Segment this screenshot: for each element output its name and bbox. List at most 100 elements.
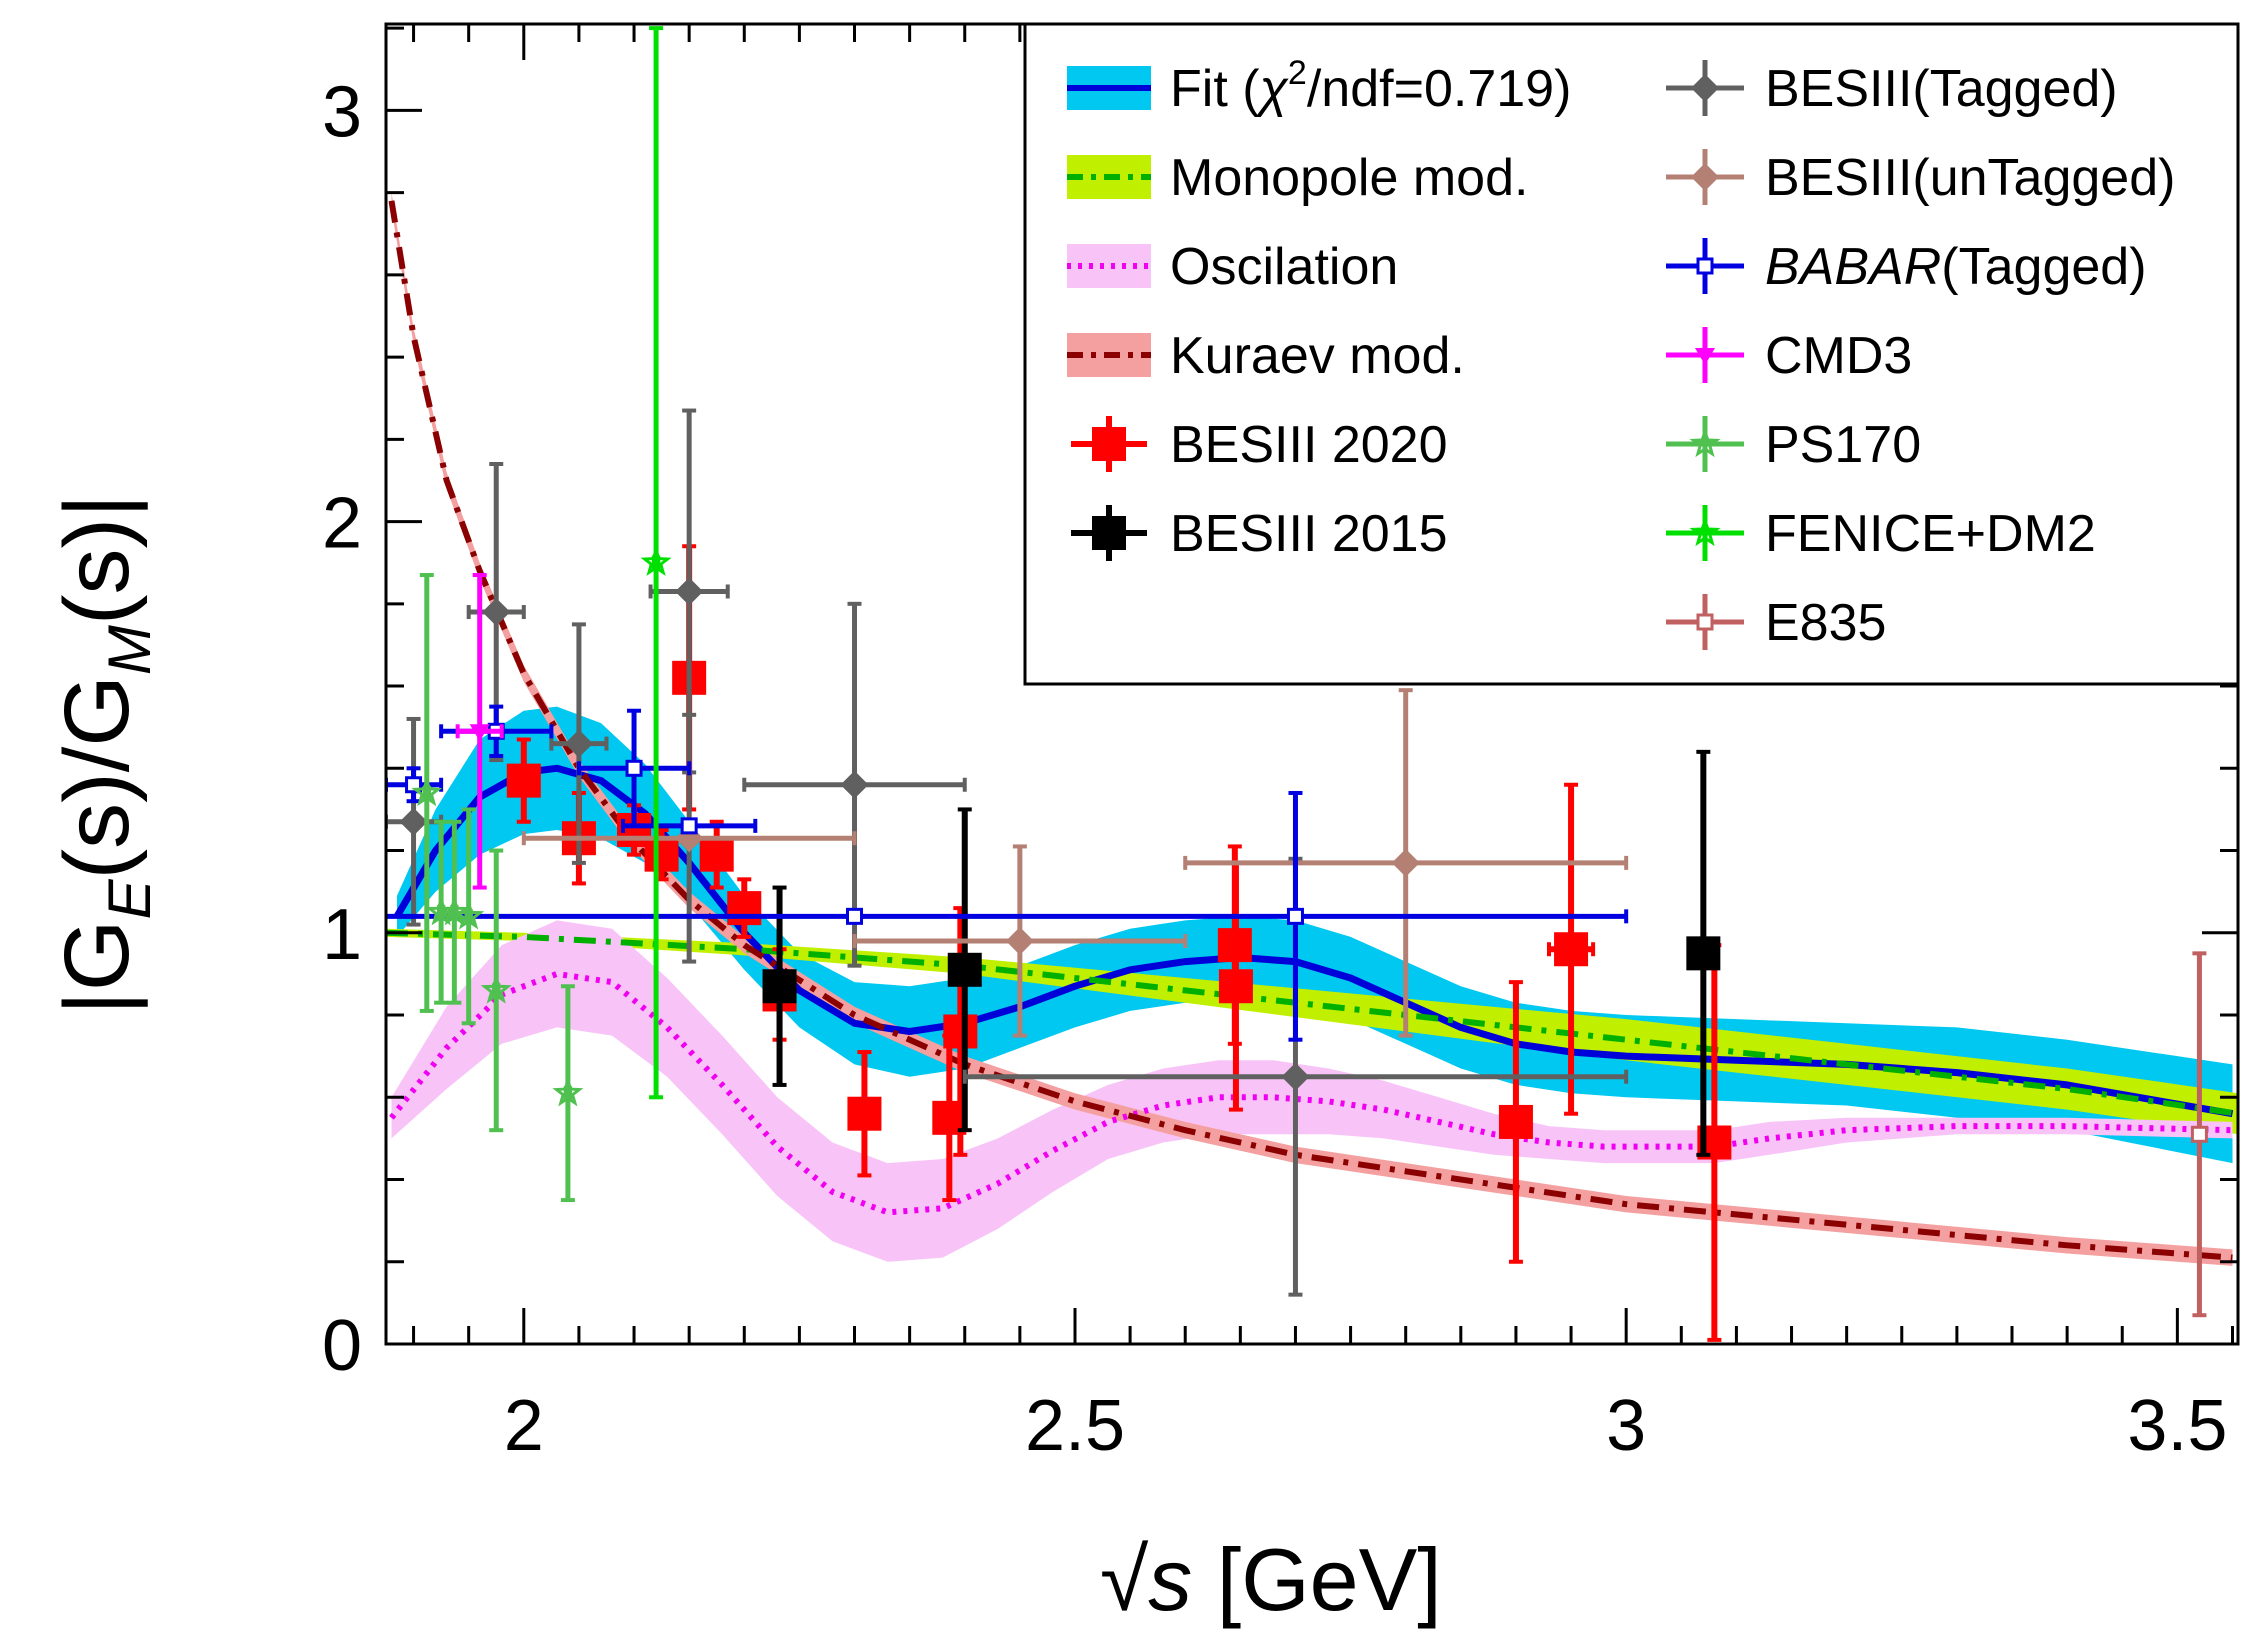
ps170-point-5	[552, 984, 584, 1203]
besiii-untagged-marker-2	[1391, 848, 1420, 877]
ps170-marker-3	[453, 899, 485, 930]
besiii-2020-point-12	[1218, 860, 1253, 1112]
legend-label: Kuraev mod.	[1170, 327, 1465, 385]
besiii-tagged-marker-5	[840, 770, 869, 799]
x-axis-unit: [GeV]	[1192, 1530, 1441, 1629]
legend-label-part: Fit (	[1170, 60, 1260, 118]
legend-label: FENICE+DM2	[1765, 505, 2096, 563]
x-tick-label: 3.5	[2127, 1386, 2227, 1466]
besiii-untagged-marker-1	[1005, 927, 1034, 956]
legend-label: Fit (χ2/ndf=0.719)	[1170, 54, 1571, 118]
babar-tagged-marker-4	[846, 907, 864, 925]
babar-tagged-marker-5	[1286, 907, 1304, 925]
legend-swatch-marker	[1689, 427, 1721, 458]
legend-entry-fit: Fit (χ2/ndf=0.719)	[1067, 54, 1571, 118]
legend-entry-cmd3: CMD3	[1666, 327, 1912, 385]
besiii-2015-marker-2	[1686, 936, 1721, 971]
model-bands	[386, 192, 2238, 1266]
legend-label-italic: BABAR	[1765, 238, 1941, 296]
legend-entry-ps170: PS170	[1666, 416, 1921, 474]
legend-label-suffix: (Tagged)	[1941, 238, 2146, 296]
y-axis-title: |GE(s)/GM(s)|	[46, 494, 163, 1015]
besiii-2020-marker-8	[847, 1096, 882, 1131]
legend-label: BESIII 2020	[1170, 416, 1448, 474]
ps170-point-2	[438, 819, 470, 1005]
besiii-2020-marker-5	[699, 837, 734, 872]
legend-entry-kuraev-mod: Kuraev mod.	[1067, 327, 1465, 385]
legend-swatch-marker	[1695, 348, 1715, 365]
legend-entry-babar-tagged: BABAR(Tagged)	[1666, 238, 2147, 296]
legend-label-rest: /ndf=0.719)	[1307, 60, 1572, 118]
y-axis-close: (s)|	[46, 494, 148, 625]
besiii-2020-point-13	[1498, 980, 1533, 1264]
besiii-tagged-marker-2	[564, 729, 593, 758]
legend-label: BABAR(Tagged)	[1765, 238, 2147, 296]
besiii-untagged-point-2	[1183, 688, 1629, 1038]
legend-entry-fenice-dm2: FENICE+DM2	[1666, 505, 2096, 563]
x-axis-var: s	[1148, 1530, 1192, 1629]
y-axis-mid: (s)/G	[46, 675, 148, 879]
legend-label: Monopole mod.	[1170, 149, 1528, 207]
y-tick-label: 0	[322, 1306, 362, 1386]
legend-label-chi: χ	[1256, 60, 1290, 118]
babar-tagged-point-4	[386, 907, 1629, 925]
cmd3-marker-0	[469, 724, 490, 742]
legend-swatch-marker	[1092, 427, 1126, 461]
ps170-point-0	[411, 573, 443, 1013]
legend-swatch-marker	[1696, 613, 1714, 631]
besiii-2015-marker-1	[947, 952, 982, 987]
legend-swatch-marker	[1092, 516, 1126, 550]
besiii-2015-marker-0	[762, 969, 797, 1004]
legend-swatch-marker	[1696, 257, 1714, 275]
y-axis-open: |G	[46, 920, 148, 1015]
legend-label: CMD3	[1765, 327, 1912, 385]
babar-tagged-point-5	[1286, 790, 1304, 1042]
legend-entry-besiii-2015: BESIII 2015	[1071, 505, 1448, 563]
besiii-tagged-marker-6	[1281, 1062, 1310, 1091]
x-tick-label: 3	[1606, 1386, 1646, 1466]
ps170-marker-0	[411, 776, 443, 807]
e835-point-0	[2190, 951, 2208, 1318]
cmd3-point-0	[455, 573, 504, 890]
besiii-tagged-point-5	[742, 601, 967, 968]
x-tick-label: 2.5	[1025, 1386, 1125, 1466]
besiii-2020-point-6	[727, 877, 762, 939]
y-tick-label: 1	[322, 895, 362, 975]
besiii-2020-marker-12	[1218, 969, 1253, 1004]
legend-label: BESIII(unTagged)	[1765, 149, 2175, 207]
ps170-point-3	[453, 807, 485, 1026]
besiii-2020-point-14	[1547, 782, 1596, 1116]
y-tick-label: 3	[322, 72, 362, 152]
legend-entry-besiii-tagged: BESIII(Tagged)	[1666, 60, 2118, 118]
legend-entry-monopole-mod: Monopole mod.	[1067, 149, 1528, 207]
legend-swatch-marker	[1691, 163, 1719, 191]
legend-label: BESIII(Tagged)	[1765, 60, 2118, 118]
babar-tagged-point-0	[386, 766, 444, 804]
besiii-2020-point-0	[506, 737, 541, 824]
ps170-point-4	[480, 848, 512, 1133]
legend-swatch-marker	[1691, 74, 1719, 102]
y-axis-sub-m: M	[96, 625, 163, 675]
babar-tagged-point-2	[576, 708, 692, 828]
besiii-tagged-marker-3	[675, 577, 704, 606]
legend-box	[1023, 22, 2240, 686]
ps170-marker-2	[438, 895, 470, 926]
fenice-dm2-marker-0	[640, 546, 672, 576]
ps170-marker-5	[552, 1076, 584, 1107]
legend-entry-besiii-untagged: BESIII(unTagged)	[1666, 149, 2175, 207]
legend-label: BESIII 2015	[1170, 505, 1448, 563]
besiii-2020-marker-13	[1498, 1104, 1533, 1139]
besiii-2020-marker-10	[943, 1014, 978, 1049]
besiii-2020-marker-3	[644, 837, 679, 872]
fenice-dm2-point-0	[640, 26, 672, 1100]
besiii-2020-point-10	[943, 906, 978, 1157]
legend-label-sup: 2	[1288, 54, 1307, 92]
legend-label: E835	[1765, 594, 1886, 652]
besiii-2015-point-0	[762, 885, 797, 1087]
x-tick-label: 2	[504, 1386, 544, 1466]
data-points	[386, 26, 2208, 1342]
legend-entry-besiii-2020: BESIII 2020	[1071, 416, 1448, 474]
kuraev-mod-curve	[388, 200, 2233, 1261]
fit-curve	[393, 764, 2234, 1118]
legend-entry-oscilation: Oscilation	[1067, 238, 1398, 296]
